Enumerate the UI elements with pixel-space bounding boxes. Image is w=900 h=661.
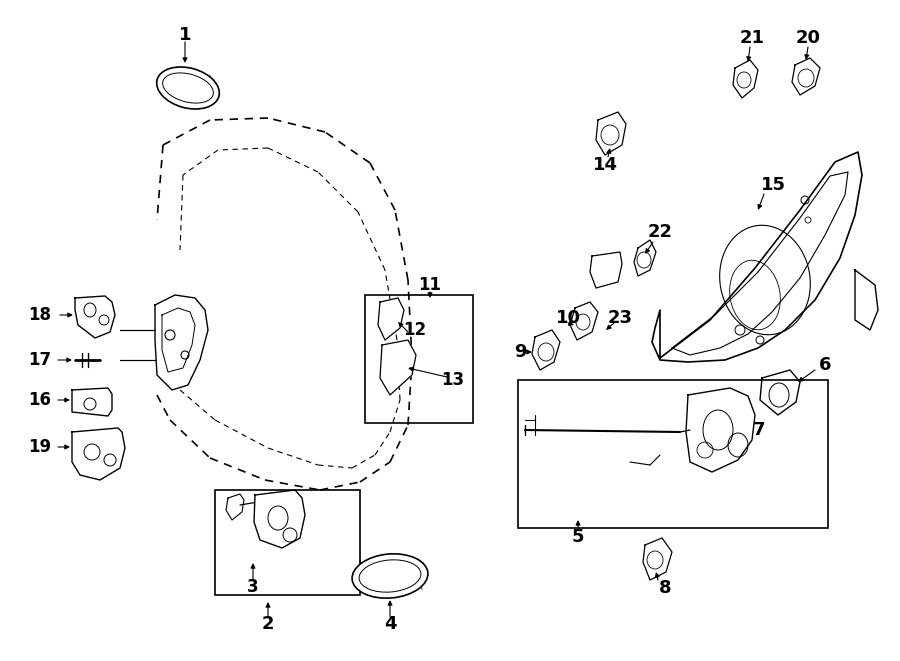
Text: 2: 2 — [262, 615, 274, 633]
Polygon shape — [155, 295, 208, 390]
Polygon shape — [226, 494, 244, 520]
Text: 9: 9 — [514, 343, 526, 361]
Polygon shape — [532, 330, 560, 370]
Text: 15: 15 — [760, 176, 786, 194]
Text: 21: 21 — [740, 29, 764, 47]
Text: 23: 23 — [608, 309, 633, 327]
Polygon shape — [570, 302, 598, 340]
Text: 3: 3 — [248, 578, 259, 596]
Polygon shape — [760, 370, 800, 415]
Text: 17: 17 — [29, 351, 51, 369]
Text: 18: 18 — [29, 306, 51, 324]
Polygon shape — [792, 58, 820, 95]
Bar — [215, 490, 360, 595]
Ellipse shape — [352, 554, 428, 598]
Text: 4: 4 — [383, 615, 396, 633]
Text: 1: 1 — [179, 26, 191, 44]
Text: 11: 11 — [418, 276, 442, 294]
Polygon shape — [378, 298, 404, 340]
Text: 12: 12 — [403, 321, 427, 339]
Polygon shape — [686, 388, 755, 472]
Polygon shape — [590, 252, 622, 288]
Text: 20: 20 — [796, 29, 821, 47]
Text: 19: 19 — [29, 438, 51, 456]
Polygon shape — [634, 240, 656, 276]
Polygon shape — [72, 428, 125, 480]
Text: 8: 8 — [659, 579, 671, 597]
Text: 14: 14 — [592, 156, 617, 174]
Polygon shape — [72, 388, 112, 416]
Text: 10: 10 — [555, 309, 580, 327]
Text: 5: 5 — [572, 528, 584, 546]
Bar — [365, 295, 473, 423]
Polygon shape — [733, 60, 758, 98]
Polygon shape — [380, 340, 416, 395]
Polygon shape — [596, 112, 626, 155]
Text: 16: 16 — [29, 391, 51, 409]
Text: 13: 13 — [441, 371, 464, 389]
Text: 6: 6 — [819, 356, 832, 374]
Ellipse shape — [157, 67, 220, 109]
Bar — [518, 380, 828, 528]
Polygon shape — [855, 270, 878, 330]
Text: 7: 7 — [753, 421, 766, 439]
Polygon shape — [254, 490, 305, 548]
Text: 22: 22 — [647, 223, 672, 241]
Polygon shape — [643, 538, 672, 580]
Polygon shape — [75, 296, 115, 338]
Polygon shape — [652, 152, 862, 362]
